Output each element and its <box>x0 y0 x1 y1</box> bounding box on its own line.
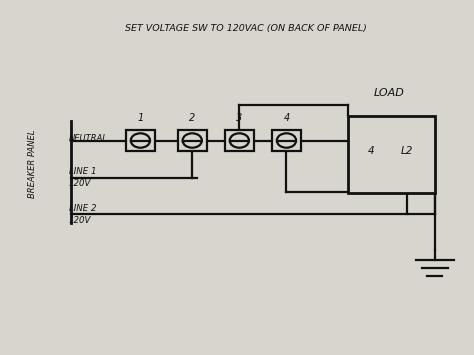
Text: BREAKER PANEL: BREAKER PANEL <box>27 129 36 198</box>
Text: 1: 1 <box>137 113 144 123</box>
Text: NEUTRAL: NEUTRAL <box>69 134 108 143</box>
Text: 120V: 120V <box>69 179 91 188</box>
Text: LINE 2: LINE 2 <box>69 204 96 213</box>
Text: SET VOLTAGE SW TO 120VAC (ON BACK OF PANEL): SET VOLTAGE SW TO 120VAC (ON BACK OF PAN… <box>126 24 367 33</box>
Text: L2: L2 <box>401 146 413 156</box>
Text: 3: 3 <box>236 113 243 123</box>
Text: LOAD: LOAD <box>374 88 405 98</box>
Bar <box>126 130 155 152</box>
Text: 2: 2 <box>189 113 195 123</box>
Text: LINE 1: LINE 1 <box>69 167 96 176</box>
Circle shape <box>131 133 150 148</box>
Bar <box>272 130 301 152</box>
Text: 4: 4 <box>368 146 374 156</box>
Text: 120V: 120V <box>69 216 91 225</box>
Bar <box>225 130 254 152</box>
Circle shape <box>230 133 249 148</box>
Circle shape <box>182 133 202 148</box>
Circle shape <box>277 133 296 148</box>
Bar <box>178 130 207 152</box>
Text: 4: 4 <box>283 113 290 123</box>
Bar <box>348 116 435 193</box>
